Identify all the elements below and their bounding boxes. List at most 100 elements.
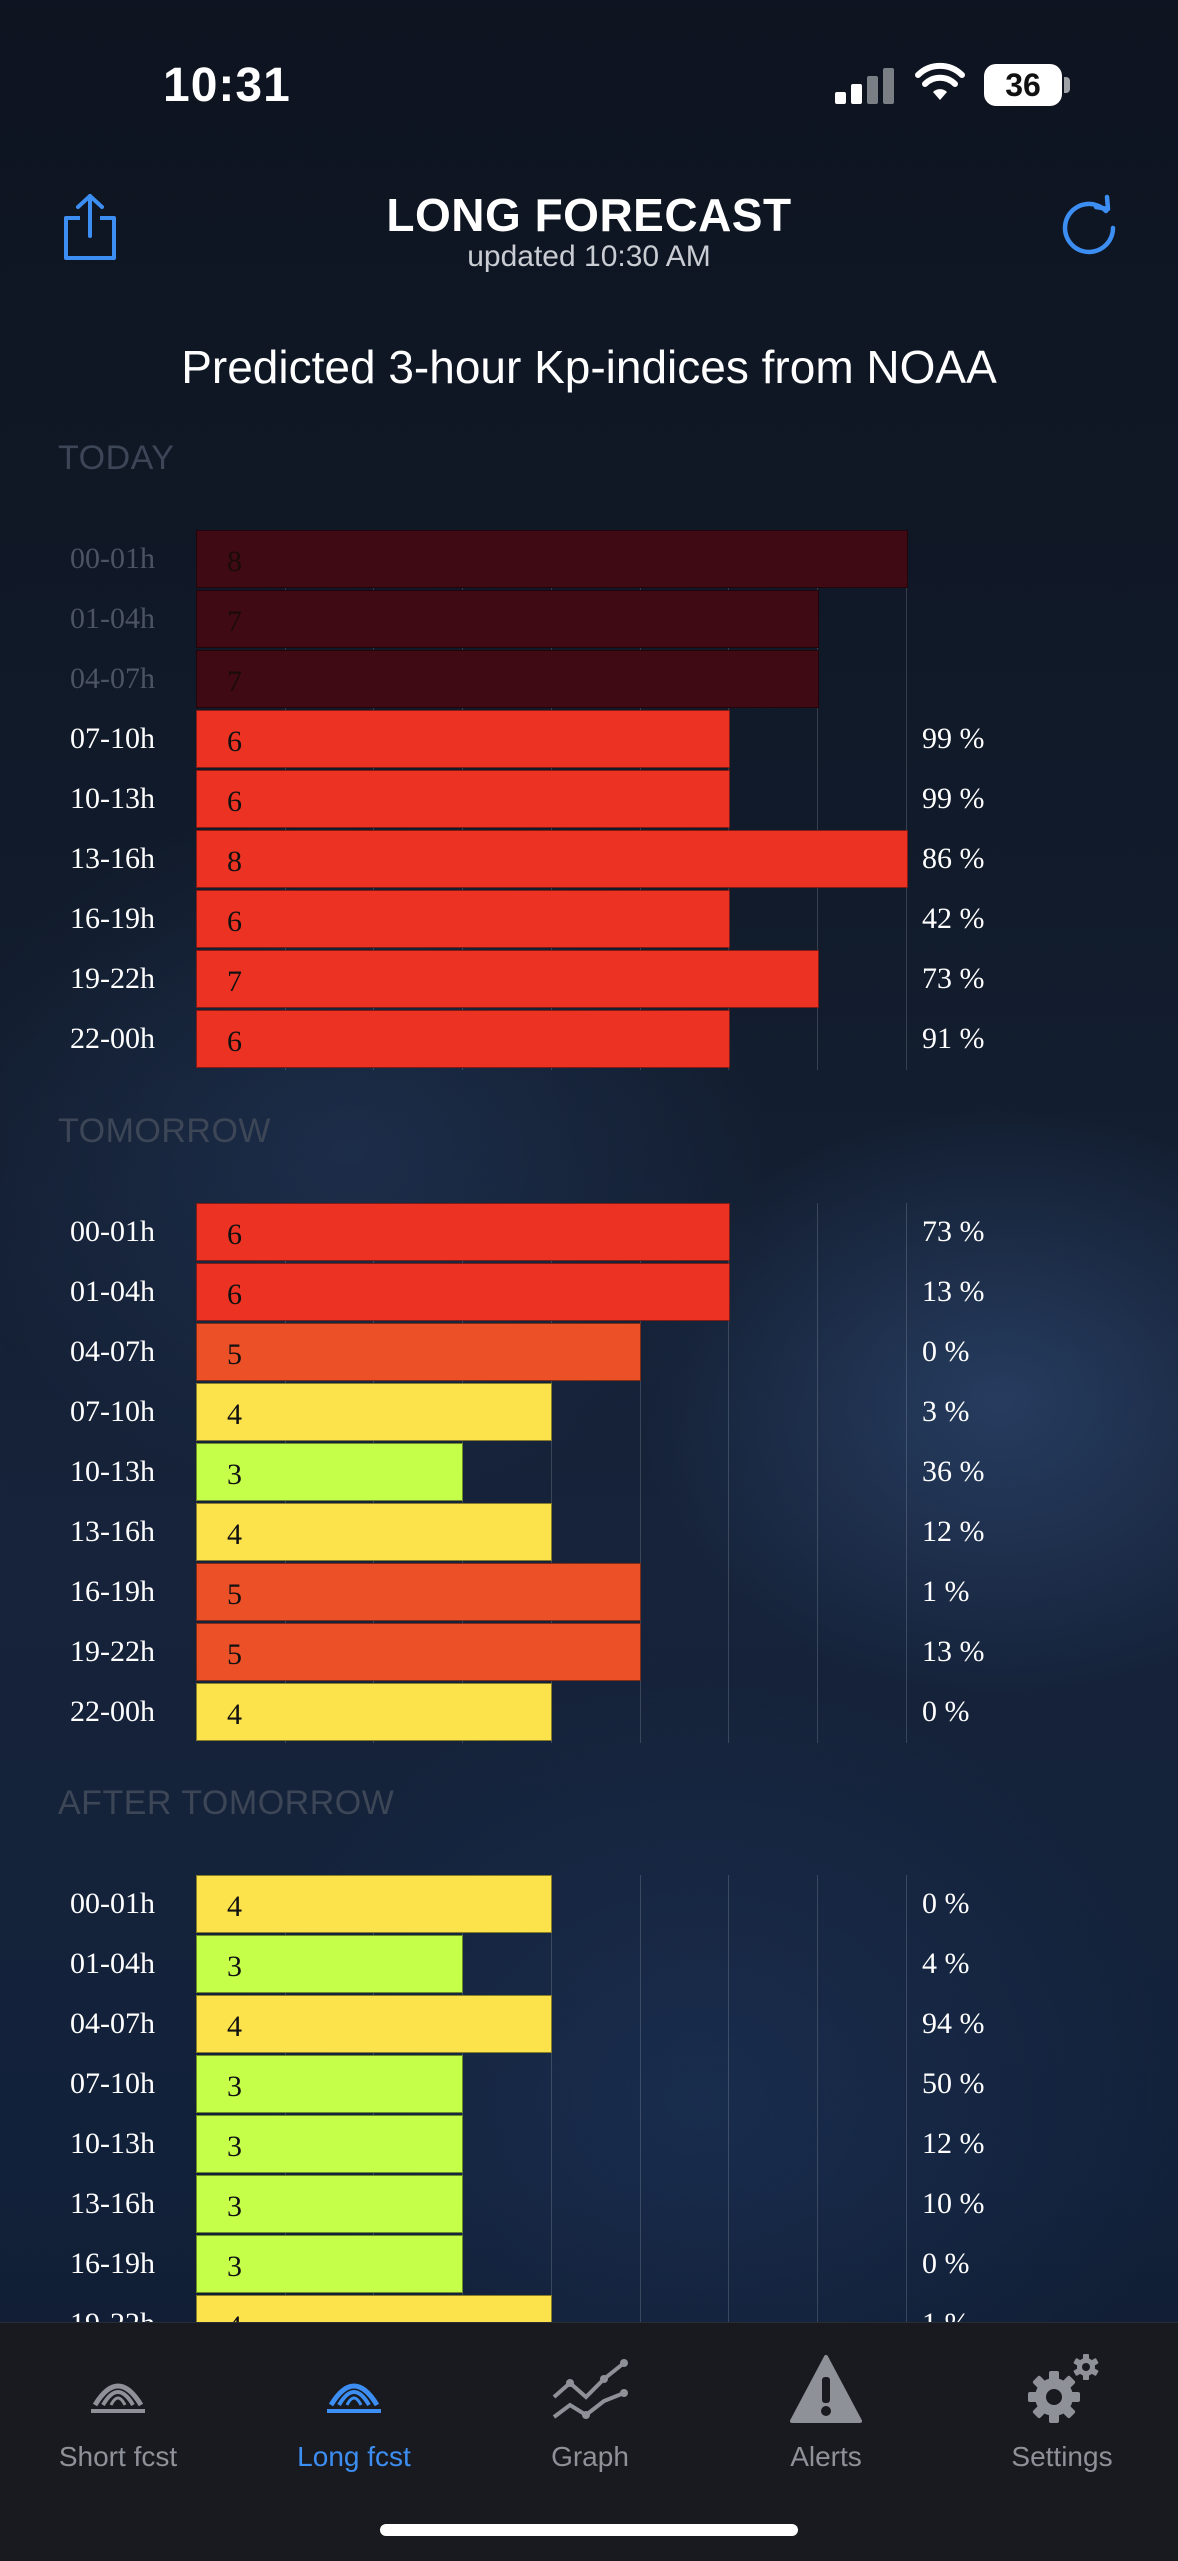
aurora-icon	[91, 2383, 145, 2413]
probability-label: 1 %	[922, 1575, 970, 1608]
time-label: 07-10h	[70, 722, 155, 755]
tab-label: Settings	[1011, 2441, 1113, 2472]
time-label: 22-00h	[70, 1022, 155, 1055]
kp-value: 5	[227, 1638, 242, 1671]
probability-label: 99 %	[922, 722, 985, 755]
probability-label: 73 %	[922, 1215, 985, 1248]
section-label: TOMORROW	[58, 1112, 272, 1150]
time-label: 07-10h	[70, 2067, 155, 2100]
kp-bar: 6	[196, 890, 730, 948]
grid-line	[639, 1203, 641, 1743]
kp-bar: 4	[196, 1875, 552, 1933]
probability-label: 3 %	[922, 1395, 970, 1428]
section-label: TODAY	[58, 439, 175, 477]
forecast-row: 22-00h 4 0 %	[0, 1683, 1178, 1743]
kp-value: 6	[227, 1025, 242, 1058]
refresh-icon[interactable]	[1058, 194, 1120, 256]
tab-alerts[interactable]: Alerts	[708, 2353, 944, 2493]
tab-label: Long fcst	[297, 2441, 411, 2472]
kp-bar: 3	[196, 2175, 463, 2233]
probability-label: 12 %	[922, 2127, 985, 2160]
kp-bar: 6	[196, 770, 730, 828]
kp-bar: 3	[196, 2235, 463, 2293]
grid-line	[816, 530, 818, 1070]
probability-label: 0 %	[922, 1335, 970, 1368]
forecast-row: 22-00h 6 91 %	[0, 1010, 1178, 1070]
probability-label: 99 %	[922, 782, 985, 815]
kp-value: 4	[227, 1398, 242, 1431]
forecast-row: 19-22h 7 73 %	[0, 950, 1178, 1010]
aurora-icon	[327, 2383, 381, 2413]
kp-value: 6	[227, 725, 242, 758]
forecast-row: 01-04h 6 13 %	[0, 1263, 1178, 1323]
kp-value: 6	[227, 785, 242, 818]
time-label: 10-13h	[70, 2127, 155, 2160]
kp-bar: 6	[196, 1263, 730, 1321]
kp-bar: 6	[196, 710, 730, 768]
kp-bar: 4	[196, 2295, 552, 2322]
tab-label: Alerts	[790, 2441, 862, 2472]
gear-icon	[1028, 2354, 1099, 2423]
probability-label: 0 %	[922, 1887, 970, 1920]
grid-line	[728, 1875, 730, 2322]
kp-bar: 4	[196, 1503, 552, 1561]
grid-line	[639, 1875, 641, 2322]
tab-short-fcst[interactable]: Short fcst	[0, 2353, 236, 2493]
kp-value: 3	[227, 2190, 242, 2223]
forecast-row: 10-13h 3 36 %	[0, 1443, 1178, 1503]
time-label: 13-16h	[70, 1515, 155, 1548]
forecast-row: 00-01h 8	[0, 530, 1178, 590]
probability-label: 13 %	[922, 1635, 985, 1668]
probability-label: 50 %	[922, 2067, 985, 2100]
probability-label: 0 %	[922, 1695, 970, 1728]
time-label: 13-16h	[70, 2187, 155, 2220]
tab-graph[interactable]: Graph	[472, 2353, 708, 2493]
kp-value: 7	[227, 965, 242, 998]
kp-value: 4	[227, 2310, 242, 2322]
kp-bar: 5	[196, 1323, 641, 1381]
kp-bar: 7	[196, 950, 819, 1008]
kp-bar: 8	[196, 830, 908, 888]
probability-label: 91 %	[922, 1022, 985, 1055]
forecast-row: 16-19h 3 0 %	[0, 2235, 1178, 2295]
time-label: 19-22h	[70, 1635, 155, 1668]
kp-bar: 5	[196, 1563, 641, 1621]
battery-nub	[1064, 77, 1070, 93]
time-label: 22-00h	[70, 1695, 155, 1728]
home-indicator[interactable]	[380, 2524, 798, 2536]
cellular-signal-icon	[835, 66, 895, 104]
tab-settings[interactable]: Settings	[944, 2353, 1178, 2493]
time-label: 01-04h	[70, 602, 155, 635]
time-label: 13-16h	[70, 842, 155, 875]
forecast-row: 01-04h 3 4 %	[0, 1935, 1178, 1995]
share-icon[interactable]	[60, 192, 120, 262]
tab-label: Graph	[551, 2441, 629, 2472]
probability-label: 94 %	[922, 2007, 985, 2040]
grid-line	[550, 1875, 552, 2322]
time-label: 16-19h	[70, 2247, 155, 2280]
kp-value: 7	[227, 605, 242, 638]
tab-long-fcst[interactable]: Long fcst	[236, 2353, 472, 2493]
kp-value: 4	[227, 2010, 242, 2043]
kp-bar: 5	[196, 1623, 641, 1681]
time-label: 07-10h	[70, 1395, 155, 1428]
kp-bar: 6	[196, 1203, 730, 1261]
graph-icon	[552, 2359, 628, 2419]
kp-bar: 7	[196, 650, 819, 708]
kp-bar: 3	[196, 1935, 463, 1993]
time-label: 04-07h	[70, 1335, 155, 1368]
forecast-row: 07-10h 6 99 %	[0, 710, 1178, 770]
kp-bar: 3	[196, 2115, 463, 2173]
time-label: 10-13h	[70, 1455, 155, 1488]
forecast-row: 19-22h 4 1 %	[0, 2295, 1178, 2322]
forecast-row: 19-22h 5 13 %	[0, 1623, 1178, 1683]
grid-line	[905, 530, 907, 1070]
forecast-row: 07-10h 4 3 %	[0, 1383, 1178, 1443]
forecast-row: 04-07h 4 94 %	[0, 1995, 1178, 2055]
kp-value: 4	[227, 1518, 242, 1551]
kp-bar: 3	[196, 1443, 463, 1501]
kp-value: 8	[227, 845, 242, 878]
kp-value: 6	[227, 1218, 242, 1251]
time-label: 00-01h	[70, 1887, 155, 1920]
battery-indicator: 36	[984, 64, 1062, 106]
